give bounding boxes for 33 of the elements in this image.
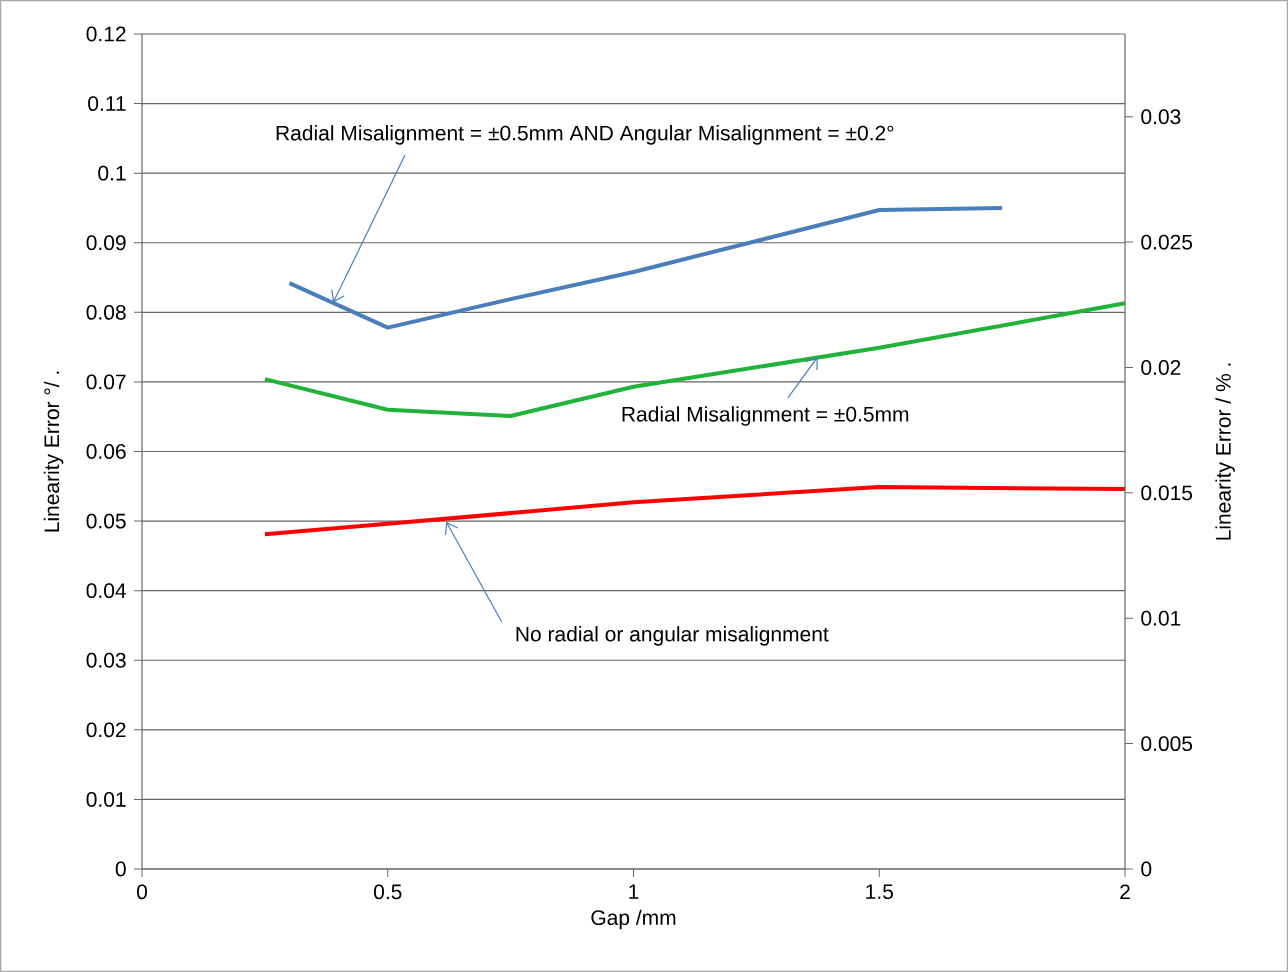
y2-tick-label: 0.005	[1141, 736, 1193, 752]
y2-tick-label: 0.02	[1141, 360, 1181, 375]
y-tick-label: 0.05	[86, 513, 126, 529]
x-tick-label: 1	[629, 884, 639, 899]
y2-tick-label: 0.03	[1141, 109, 1181, 125]
y2-tick-label: 0.01	[1141, 610, 1181, 626]
x-tick-label: 0	[136, 884, 148, 900]
line-series	[287, 205, 1005, 330]
y-tick-label: 0.03	[86, 652, 126, 668]
y-tick-label: 0.01	[86, 791, 126, 807]
annotation: No radial or angular misalignment	[516, 626, 829, 646]
x-tick-label: 2	[1120, 884, 1130, 900]
y-tick-label: 0.06	[86, 444, 126, 459]
y-tick-label: 0.04	[86, 583, 126, 599]
x-tick-label: 1.5	[866, 884, 893, 900]
annotation: Radial Misalignment = ±0.5mm AND Angular Misalignment = ±0.2°	[276, 125, 894, 145]
annotation: Radial Misalignment = ±0.5mm	[622, 406, 909, 426]
y2-tick-label: 0.025	[1141, 234, 1193, 250]
y-tick-label: 0	[115, 861, 126, 877]
y-tick-label: 0.11	[88, 96, 126, 112]
y-tick-label: 0.07	[86, 374, 126, 390]
y-tick-label: 0.08	[86, 304, 126, 320]
y2-tick-label: 0	[1141, 861, 1152, 877]
y-tick-label: 0.12	[86, 26, 126, 42]
y2-tick-label: 0.015	[1141, 485, 1193, 501]
y-axis-title: Linearity Error °/ .	[43, 371, 64, 532]
y2-axis-title: Linearity Error / % .	[1215, 363, 1235, 540]
line-series	[262, 484, 1126, 537]
y-tick-label: 0.02	[86, 722, 126, 738]
x-axis-title: Gap /mm	[591, 909, 676, 930]
y-tick-label: 0.09	[86, 235, 126, 251]
x-tick-label: 0.5	[373, 884, 402, 900]
y-tick-label: 0.1	[98, 165, 126, 181]
